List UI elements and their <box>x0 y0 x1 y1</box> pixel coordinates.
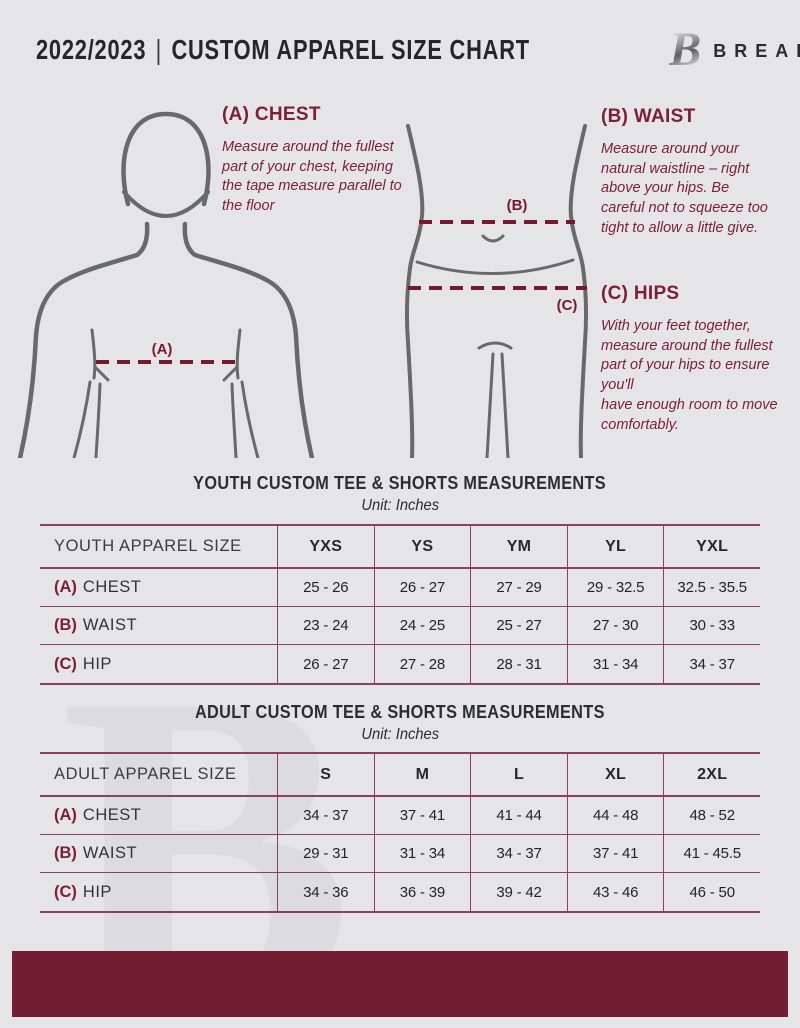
measurement-value: 27 - 29 <box>470 569 567 606</box>
row-label: (B) WAIST <box>40 607 277 644</box>
brand-name: BREAKAWAY <box>713 40 800 61</box>
size-column-header: YL <box>566 526 664 567</box>
measurement-value: 36 - 39 <box>373 873 471 911</box>
measurement-value: 23 - 24 <box>277 607 374 644</box>
measurement-value: 27 - 30 <box>566 607 664 644</box>
chest-measurement-figure: (A) <box>17 111 315 458</box>
measurement-value: 28 - 31 <box>470 645 567 683</box>
footer-bar <box>12 951 788 1017</box>
waist-instruction: (B) WAIST Measure around your natural wa… <box>601 106 769 239</box>
measurement-value: 29 - 31 <box>277 835 374 872</box>
measurement-value: 31 - 34 <box>566 645 664 683</box>
measurement-value: 43 - 46 <box>566 873 664 911</box>
waist-body-text: Measure around your natural waistline – … <box>601 141 768 236</box>
measurement-value: 44 - 48 <box>566 797 664 834</box>
row-label-name: HIP <box>82 654 112 673</box>
measurement-value: 26 - 27 <box>373 569 471 606</box>
chest-heading: (A) CHEST <box>222 104 321 125</box>
measurement-value: 27 - 28 <box>373 645 471 683</box>
youth-size-table: YOUTH APPAREL SIZE YXS YS YM YL YXL (A) … <box>40 524 760 685</box>
row-label: (C) HIP <box>40 645 277 683</box>
row-label: (C) HIP <box>40 873 277 911</box>
measurement-value: 26 - 27 <box>277 645 374 683</box>
size-column-header: M <box>373 754 471 795</box>
page-header: 2022/2023 | CUSTOM APPAREL SIZE CHART B BR… <box>0 0 800 100</box>
adult-row-header: ADULT APPAREL SIZE <box>54 765 237 783</box>
measurement-value: 41 - 45.5 <box>663 835 760 872</box>
size-column-header: YXS <box>277 526 374 567</box>
measurement-value: 25 - 27 <box>470 607 567 644</box>
row-label-name: WAIST <box>82 844 138 862</box>
hip-marker-label: (C) <box>557 297 578 314</box>
row-label-name: CHEST <box>82 578 142 596</box>
row-label: (A) CHEST <box>40 797 277 834</box>
waist-marker-label: (B) <box>507 197 528 214</box>
measurement-value: 39 - 42 <box>470 873 567 911</box>
title-divider: | <box>155 34 163 65</box>
youth-table-header-row: YOUTH APPAREL SIZE YXS YS YM YL YXL <box>40 526 760 569</box>
measurement-value: 31 - 34 <box>373 835 471 872</box>
youth-chest-row: (A) CHEST 25 - 26 26 - 27 27 - 29 29 - 3… <box>40 569 760 607</box>
row-label-prefix: (B) <box>54 616 77 634</box>
adult-table-header-row: ADULT APPAREL SIZE S M L XL 2XL <box>40 754 760 797</box>
row-label: (B) WAIST <box>40 835 277 872</box>
measurement-value: 30 - 33 <box>663 607 760 644</box>
measurement-value: 34 - 37 <box>470 835 567 872</box>
adult-unit-label: Unit: Inches <box>361 726 439 743</box>
adult-waist-row: (B) WAIST 29 - 31 31 - 34 34 - 37 37 - 4… <box>40 835 760 873</box>
page-title: CUSTOM APPAREL SIZE CHART <box>171 34 530 65</box>
row-label: (A) CHEST <box>40 569 277 606</box>
youth-unit-label: Unit: Inches <box>361 497 439 514</box>
adult-hip-row: (C) HIP 34 - 36 36 - 39 39 - 42 43 - 46 … <box>40 873 760 911</box>
size-column-header: L <box>470 754 567 795</box>
size-column-header: 2XL <box>663 754 760 795</box>
youth-section-title: YOUTH CUSTOM TEE & SHORTS MEASUREMENTS <box>193 472 607 493</box>
row-label-prefix: (C) <box>54 654 77 673</box>
size-column-header: YS <box>373 526 471 567</box>
waist-hip-measurement-figure: (B) (C) <box>404 124 589 458</box>
chest-marker-label: (A) <box>152 341 173 358</box>
row-label-prefix: (B) <box>54 844 77 862</box>
brand-logo: B BREAKAWAY <box>669 26 800 74</box>
row-label-prefix: (A) <box>54 578 77 596</box>
document-title: 2022/2023 | CUSTOM APPAREL SIZE CHART <box>36 34 530 66</box>
size-column-header: YXL <box>663 526 760 567</box>
adult-chest-row: (A) CHEST 34 - 37 37 - 41 41 - 44 44 - 4… <box>40 797 760 835</box>
row-label-name: HIP <box>82 882 112 901</box>
measurement-value: 29 - 32.5 <box>566 569 664 606</box>
youth-row-header: YOUTH APPAREL SIZE <box>54 537 242 555</box>
measurement-value: 37 - 41 <box>566 835 664 872</box>
measurement-value: 25 - 26 <box>277 569 374 606</box>
chest-body-text: Measure around the fullest part of your … <box>222 139 402 215</box>
adult-size-table: ADULT APPAREL SIZE S M L XL 2XL (A) CHES… <box>40 752 760 913</box>
row-label-prefix: (A) <box>54 806 77 824</box>
measurement-value: 48 - 52 <box>663 797 760 834</box>
youth-waist-row: (B) WAIST 23 - 24 24 - 25 25 - 27 27 - 3… <box>40 607 760 645</box>
hips-heading: (C) HIPS <box>601 283 680 304</box>
size-column-header: XL <box>566 754 664 795</box>
youth-hip-row: (C) HIP 26 - 27 27 - 28 28 - 31 31 - 34 … <box>40 645 760 683</box>
hips-body-text: With your feet together, measure around … <box>601 318 778 433</box>
row-label-name: CHEST <box>82 806 142 824</box>
row-label-prefix: (C) <box>54 882 77 901</box>
row-label-name: WAIST <box>82 616 138 634</box>
brand-b-icon: B <box>669 23 702 76</box>
size-column-header: S <box>277 754 374 795</box>
measurement-value: 46 - 50 <box>663 873 760 911</box>
measurement-value: 34 - 37 <box>277 797 374 834</box>
measurement-value: 32.5 - 35.5 <box>663 569 760 606</box>
chest-instruction: (A) CHEST Measure around the fullest par… <box>222 104 402 217</box>
adult-section-title: ADULT CUSTOM TEE & SHORTS MEASUREMENTS <box>195 701 605 722</box>
waist-heading: (B) WAIST <box>601 106 696 127</box>
measurement-value: 34 - 36 <box>277 873 374 911</box>
measurement-value: 41 - 44 <box>470 797 567 834</box>
size-column-header: YM <box>470 526 567 567</box>
measurement-value: 37 - 41 <box>373 797 471 834</box>
measurement-value: 24 - 25 <box>373 607 471 644</box>
measurement-value: 34 - 37 <box>663 645 760 683</box>
season-label: 2022/2023 <box>36 34 147 65</box>
hips-instruction: (C) HIPS With your feet together, measur… <box>601 283 779 435</box>
